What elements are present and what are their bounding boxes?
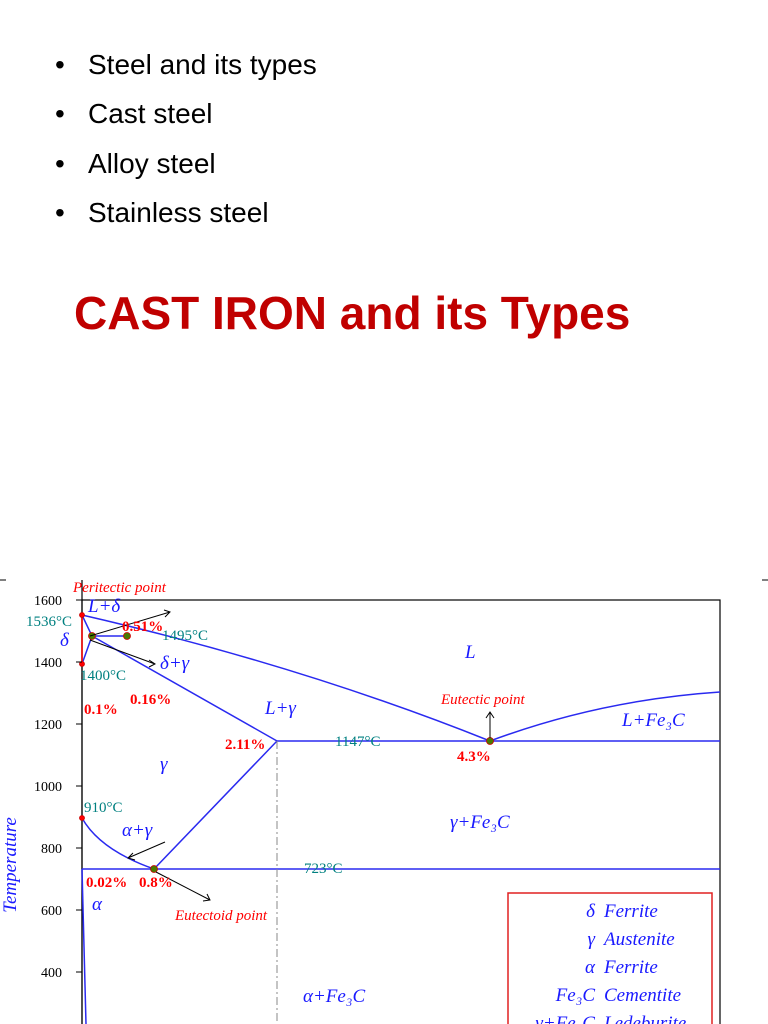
label: 2.11% [225, 737, 265, 753]
bullet: Steel and its types [55, 40, 317, 89]
label: L [464, 642, 476, 663]
label: 1495°C [162, 628, 208, 644]
label: γ [160, 754, 168, 775]
bullet: Alloy steel [55, 139, 317, 188]
y-tick-label: 1000 [34, 780, 62, 795]
arrow [155, 871, 211, 902]
legend-symbol: γ [588, 929, 596, 950]
y-tick-label: 1200 [34, 718, 62, 733]
label: δ [60, 630, 70, 651]
arrow [127, 841, 166, 861]
legend-symbol: δ [586, 901, 596, 922]
point [88, 632, 96, 640]
label: α+Fe₃C [303, 986, 365, 1007]
y-tick-label: 1600 [34, 594, 62, 609]
label: Peritectic point [72, 580, 167, 596]
label: γ+Fe₃C [450, 812, 510, 833]
legend-name: Cementite [604, 985, 681, 1006]
arrows [89, 609, 495, 902]
point [79, 815, 85, 821]
legend-name: Austenite [602, 929, 675, 950]
label: L+δ [87, 596, 121, 617]
heading: CAST IRON and its Types [74, 287, 631, 339]
label: 1400°C [80, 668, 126, 684]
legend-name: Ferrite [603, 901, 658, 922]
label: 0.02% [86, 875, 127, 891]
label: L+γ [264, 698, 296, 719]
label: α [92, 894, 103, 915]
legend-symbol: α [585, 957, 596, 978]
point [79, 612, 85, 618]
legend-symbol: Fe₃C [555, 985, 596, 1006]
bullet: Cast steel [55, 89, 317, 138]
y-tick-label: 800 [41, 842, 62, 857]
point [123, 632, 131, 640]
arrow [89, 639, 156, 668]
arrow [89, 609, 171, 637]
bullet-list: Steel and its types Cast steel Alloy ste… [55, 40, 317, 237]
phase-diagram: Temperature Peritectic point L+δ 1536°C [0, 579, 768, 1024]
label: 4.3% [457, 749, 491, 765]
legend: δ Ferrite γ Austenite α Ferrite Fe₃C Cementite γ… [535, 901, 686, 1024]
y-tick-label: 1400 [34, 656, 62, 671]
legend-name: Ledeburite [603, 1013, 686, 1024]
label: δ+γ [160, 653, 190, 674]
label: Eutectoid point [174, 908, 268, 924]
label: 0.51% [122, 619, 163, 635]
legend-symbol: γ+Fe₃C [535, 1013, 595, 1024]
point [486, 737, 494, 745]
y-tick-label: 400 [41, 966, 62, 981]
y-axis-label: Temperature [0, 817, 21, 913]
isotherm [82, 740, 720, 870]
point [150, 865, 158, 873]
ferrite-boundary [81, 868, 87, 1024]
label: α+γ [122, 820, 153, 841]
label: 0.8% [139, 875, 173, 891]
bullet: Stainless steel [55, 188, 317, 237]
arrow [485, 711, 495, 738]
label: 1147°C [335, 734, 380, 750]
label: L+Fe₃C [621, 710, 685, 731]
label: Eutectic point [440, 692, 526, 708]
label: 0.16% [130, 692, 171, 708]
label: 723°C [304, 861, 343, 877]
label: 1536°C [26, 614, 72, 630]
label: 0.1% [84, 702, 118, 718]
legend-box [507, 892, 713, 1024]
liquidus [81, 614, 721, 742]
label: 910°C [84, 800, 123, 816]
points [79, 612, 494, 873]
y-tick-label: 600 [41, 904, 62, 919]
legend-name: Ferrite [603, 957, 658, 978]
y-ticks: 1600 1400 1200 1000 800 600 400 [34, 594, 82, 981]
